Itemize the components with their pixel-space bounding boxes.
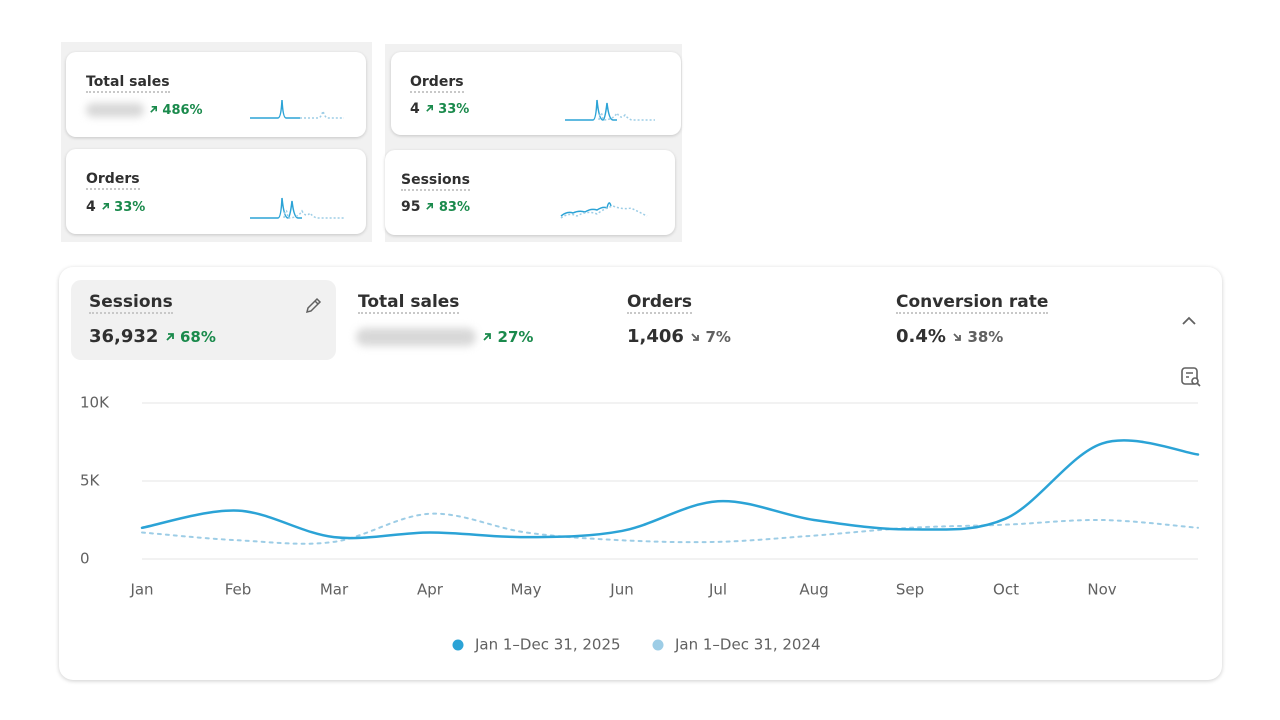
tab-value: 36,932 68% bbox=[89, 326, 216, 347]
x-tick-label: Aug bbox=[799, 581, 828, 599]
x-tick-label: Feb bbox=[225, 581, 252, 599]
x-tick-label: Sep bbox=[896, 581, 924, 599]
y-tick-label: 5K bbox=[80, 472, 101, 490]
legend-label: Jan 1–Dec 31, 2025 bbox=[474, 636, 621, 654]
card-number: 4 bbox=[410, 101, 420, 117]
series-line bbox=[140, 439, 1200, 540]
card-title: Sessions bbox=[401, 172, 470, 191]
tab-value: 1,406 7% bbox=[627, 326, 731, 347]
card-number: 4 bbox=[86, 199, 96, 215]
metric-tab[interactable]: Orders 1,406 7% bbox=[609, 280, 874, 360]
x-tick-label: Apr bbox=[417, 581, 444, 599]
x-tick-label: Mar bbox=[320, 581, 349, 599]
edit-icon[interactable] bbox=[304, 295, 324, 315]
tab-number: 36,932 bbox=[89, 326, 159, 347]
tab-change: 68% bbox=[179, 328, 216, 346]
tab-value: 27% bbox=[356, 326, 533, 347]
metric-card[interactable]: Sessions 95 83% bbox=[385, 150, 675, 235]
collapse-button[interactable] bbox=[1180, 312, 1198, 330]
card-title: Orders bbox=[410, 74, 464, 93]
x-tick-label: Jun bbox=[609, 581, 633, 599]
legend-swatch bbox=[452, 639, 464, 651]
tab-change: 7% bbox=[705, 328, 731, 346]
card-number: 95 bbox=[401, 199, 421, 215]
sparkline bbox=[560, 202, 648, 219]
y-tick-label: 10K bbox=[80, 394, 110, 412]
series-line bbox=[141, 512, 1199, 545]
sparkline bbox=[250, 197, 344, 219]
tab-value: 0.4% 38% bbox=[896, 326, 1003, 347]
metric-card[interactable]: Orders 4 33% bbox=[66, 149, 366, 234]
tab-label: Conversion rate bbox=[896, 292, 1049, 314]
metric-tab[interactable]: Sessions 36,932 68% bbox=[71, 280, 336, 360]
x-tick-label: Oct bbox=[993, 581, 1019, 599]
card-change: 486% bbox=[162, 103, 203, 118]
metric-card[interactable]: Orders 4 33% bbox=[391, 52, 681, 135]
metric-card[interactable]: Total sales 486% bbox=[66, 52, 366, 137]
metric-tab[interactable]: Conversion rate 0.4% 38% bbox=[878, 280, 1143, 360]
x-tick-label: Nov bbox=[1087, 581, 1116, 599]
sparkline bbox=[565, 99, 655, 121]
metric-tab[interactable]: Total sales 27% bbox=[340, 280, 605, 360]
legend-swatch bbox=[652, 639, 664, 651]
x-tick-label: May bbox=[510, 581, 541, 599]
chart-settings-button[interactable] bbox=[1180, 366, 1202, 388]
card-value: 95 83% bbox=[401, 199, 470, 215]
legend-label: Jan 1–Dec 31, 2024 bbox=[674, 636, 821, 654]
card-change: 33% bbox=[438, 102, 470, 117]
tab-label: Orders bbox=[627, 292, 693, 314]
card-value: 4 33% bbox=[86, 199, 145, 215]
y-tick-label: 0 bbox=[80, 550, 90, 568]
sparkline bbox=[250, 99, 344, 119]
card-title: Total sales bbox=[86, 74, 170, 93]
card-value: 4 33% bbox=[410, 101, 469, 117]
tab-change: 38% bbox=[967, 328, 1004, 346]
tab-number: 1,406 bbox=[627, 326, 684, 347]
tab-label: Total sales bbox=[358, 292, 460, 314]
tab-label: Sessions bbox=[89, 292, 173, 314]
tab-number: 0.4% bbox=[896, 326, 946, 347]
tab-change: 27% bbox=[497, 328, 534, 346]
card-value: 486% bbox=[86, 102, 203, 118]
chart-card: Sessions 36,932 68% Total sales 27% Orde… bbox=[59, 267, 1222, 680]
x-tick-label: Jul bbox=[708, 581, 727, 599]
card-change: 83% bbox=[438, 200, 471, 215]
x-tick-label: Jan bbox=[129, 581, 153, 599]
card-change: 33% bbox=[114, 200, 146, 215]
card-title: Orders bbox=[86, 171, 140, 190]
